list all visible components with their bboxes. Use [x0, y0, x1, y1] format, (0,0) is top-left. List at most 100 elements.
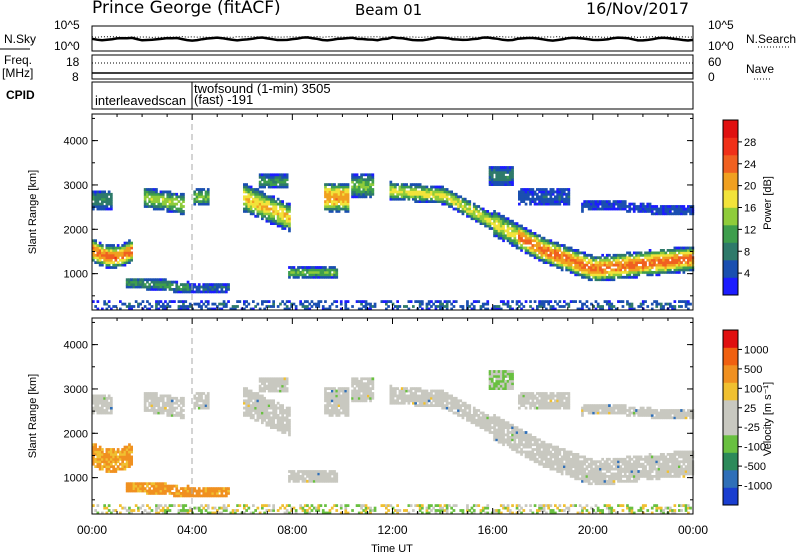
velocity-cell	[92, 457, 95, 461]
velocity-cell	[407, 389, 411, 393]
velocity-cell	[405, 394, 408, 398]
velocity-cell	[493, 426, 496, 429]
power-cell	[166, 207, 170, 211]
power-cell	[594, 202, 598, 206]
power-cell	[299, 266, 302, 269]
velocity-cell	[418, 401, 422, 405]
power-cell	[328, 305, 332, 308]
power-cell	[549, 261, 553, 264]
power-cell	[98, 195, 102, 199]
power-cell	[119, 253, 122, 257]
velocity-cell	[434, 404, 438, 407]
power-cell	[267, 175, 271, 179]
velocity-cell	[285, 414, 289, 417]
velocity-cell	[245, 399, 248, 403]
power-cell	[425, 192, 429, 196]
velocity-cell	[335, 409, 339, 412]
power-cell	[662, 263, 665, 267]
velocity-cell	[247, 396, 251, 400]
power-cell	[459, 202, 463, 206]
velocity-cell	[123, 457, 127, 461]
power-cell	[400, 190, 404, 194]
velocity-cell	[270, 418, 273, 422]
power-cell	[103, 261, 106, 264]
power-cell	[666, 249, 670, 252]
power-cell	[128, 283, 131, 286]
velocity-cell	[222, 509, 226, 512]
power-cell	[441, 202, 444, 206]
velocity-cell	[168, 399, 172, 403]
velocity-cell	[256, 418, 260, 422]
power-cell	[646, 202, 650, 206]
power-cell	[587, 268, 591, 272]
velocity-cell	[484, 428, 487, 432]
velocity-cell	[258, 387, 262, 390]
velocity-cell	[139, 484, 142, 488]
power-cell	[421, 302, 424, 306]
power-cell	[112, 256, 115, 260]
power-cell	[274, 185, 278, 189]
power-cell	[339, 195, 343, 199]
power-cell	[170, 207, 174, 211]
power-cell	[103, 300, 106, 303]
power-cell	[684, 302, 688, 306]
power-cell	[155, 192, 158, 196]
power-cell	[258, 180, 262, 184]
power-cell	[545, 249, 548, 252]
velocity-cell	[423, 394, 426, 398]
power-cell	[499, 227, 503, 230]
power-cell	[641, 302, 645, 306]
power-cell	[542, 197, 546, 201]
power-cell	[200, 305, 203, 308]
power-cell	[518, 224, 521, 228]
power-cell	[150, 278, 154, 282]
velocity-cell	[360, 379, 363, 383]
power-cell	[427, 302, 431, 306]
power-cell	[583, 266, 586, 269]
power-cell	[403, 188, 406, 191]
velocity-cell	[301, 472, 305, 476]
power-cell	[389, 300, 393, 303]
power-cell	[197, 200, 201, 203]
freq-bot: 8	[72, 70, 79, 84]
power-cell	[105, 307, 109, 311]
power-cell	[641, 205, 645, 208]
power-cell	[666, 261, 670, 264]
velocity-cell	[254, 406, 257, 410]
velocity-cell	[159, 411, 163, 415]
power-cell	[587, 258, 591, 262]
power-cell	[682, 258, 686, 262]
velocity-cell	[170, 396, 174, 400]
velocity-cell	[258, 406, 262, 410]
velocity-cell	[330, 396, 334, 400]
power-cell	[533, 234, 537, 238]
power-cell	[155, 285, 158, 289]
velocity-cell	[497, 440, 501, 444]
velocity-cell	[116, 467, 120, 471]
velocity-cell	[197, 487, 201, 490]
power-cell	[596, 266, 600, 269]
power-cell	[222, 285, 226, 289]
power-cell	[285, 212, 289, 216]
velocity-cell	[346, 411, 350, 415]
velocity-cell	[479, 511, 483, 515]
freq-label: Freq.	[4, 53, 32, 67]
power-cell	[653, 300, 656, 303]
power-cell	[344, 202, 348, 206]
velocity-cell	[218, 511, 221, 515]
power-cell	[533, 249, 537, 252]
power-cell	[599, 307, 602, 311]
power-cell	[339, 302, 343, 306]
velocity-cell	[391, 387, 395, 390]
velocity-cell	[211, 492, 215, 495]
velocity-cell	[123, 450, 127, 454]
power-cell	[590, 205, 593, 208]
power-cell	[123, 251, 127, 255]
power-cell	[626, 300, 629, 303]
velocity-cell	[267, 416, 271, 420]
power-cell	[524, 300, 528, 303]
velocity-cell	[436, 509, 440, 512]
velocity-cell	[159, 489, 163, 493]
power-cell	[164, 288, 167, 291]
power-cell	[574, 268, 577, 272]
